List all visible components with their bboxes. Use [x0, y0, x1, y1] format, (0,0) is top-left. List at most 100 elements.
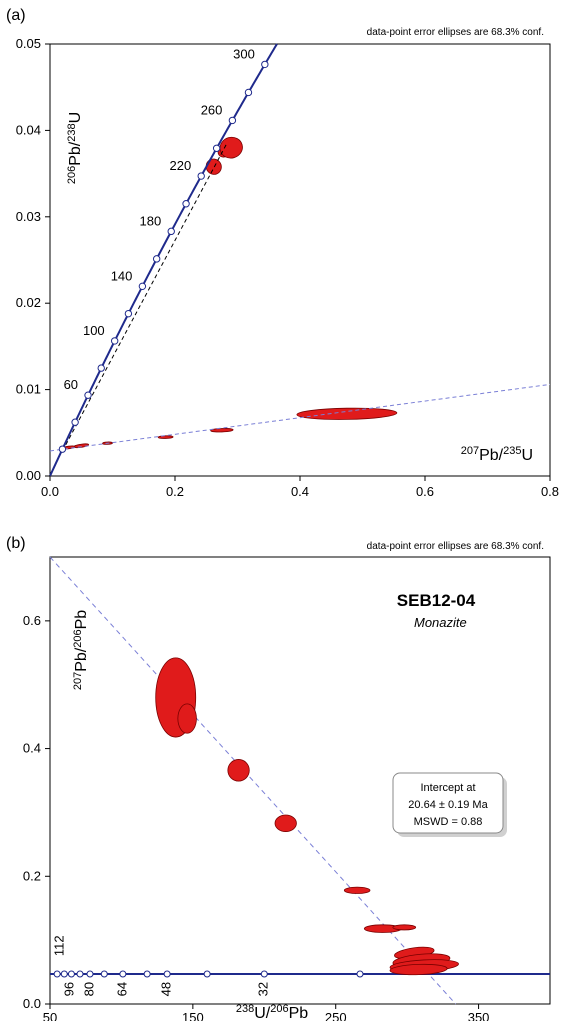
- panel-b-label: (b): [6, 535, 26, 552]
- concordia-age-marker: [182, 200, 190, 208]
- concordia-age-marker: [86, 970, 94, 978]
- concordia-age-marker: [67, 970, 75, 978]
- discordia-line: [49, 383, 551, 452]
- error-ellipse: [177, 703, 197, 734]
- concordia-age-label: 80: [81, 982, 96, 996]
- concordia-age-marker: [76, 970, 84, 978]
- panel-a-x-ticks: 0.0 0.2 0.4 0.6 0.8: [41, 476, 559, 499]
- x-tick-label: 50: [43, 1010, 57, 1021]
- concordia-age-marker: [110, 337, 119, 345]
- error-ellipse: [392, 924, 417, 931]
- concordia-age-marker: [71, 418, 79, 426]
- concordia-age-marker: [212, 144, 221, 152]
- x-tick-label: 350: [468, 1010, 490, 1021]
- intercept-line-1: Intercept at: [420, 782, 475, 794]
- concordia-age-label: 260: [201, 102, 223, 117]
- panel-b-age-markers: [53, 970, 364, 978]
- concordia-age-label: 220: [170, 158, 192, 173]
- intercept-line-3: MSWD = 0.88: [414, 816, 483, 828]
- y-tick-label: 0.02: [16, 295, 41, 310]
- concordia-age-label: 140: [111, 268, 133, 283]
- error-ellipse: [157, 435, 174, 439]
- concordia-age-label: 32: [256, 982, 271, 996]
- concordia-age-label: 100: [83, 323, 105, 338]
- error-ellipse: [227, 759, 250, 782]
- concordia-age-marker: [260, 970, 268, 978]
- concordia-age-label: 180: [140, 213, 162, 228]
- panel-a-label: (a): [6, 7, 26, 24]
- error-ellipse: [219, 136, 243, 159]
- x-tick-label: 250: [325, 1010, 347, 1021]
- y-tick-label: 0.6: [23, 613, 41, 628]
- panel-a: (a) data-point error ellipses are 68.3% …: [6, 7, 559, 499]
- x-tick-label: 0.0: [41, 484, 59, 499]
- concordia-age-marker: [119, 970, 127, 978]
- panel-a-y-ticks: 0.00 0.01 0.02 0.03 0.04 0.05: [16, 36, 50, 483]
- concordia-age-marker: [197, 172, 205, 180]
- panel-a-y-axis-title: 206Pb/238U: [66, 112, 84, 184]
- concordia-age-label: 60: [64, 377, 78, 392]
- y-tick-label: 0.0: [23, 996, 41, 1011]
- concordia-age-label: 112: [51, 935, 66, 956]
- panel-a-x-axis-title: 207Pb/235U: [461, 445, 533, 464]
- x-tick-label: 0.2: [166, 484, 184, 499]
- panel-b-x-axis-title: 238U/206Pb: [236, 1003, 308, 1021]
- y-tick-label: 0.01: [16, 382, 41, 397]
- panel-a-ellipses: [62, 136, 398, 450]
- panel-b: (b) data-point error ellipses are 68.3% …: [6, 535, 551, 1021]
- panel-a-note: data-point error ellipses are 68.3% conf…: [367, 27, 544, 38]
- sample-name: SEB12-04: [397, 591, 476, 610]
- x-tick-label: 0.4: [291, 484, 309, 499]
- concordia-age-label: 96: [61, 982, 76, 996]
- concordia-age-marker: [163, 970, 171, 978]
- concordia-age-marker: [124, 309, 133, 318]
- x-tick-label: 150: [182, 1010, 204, 1021]
- y-tick-label: 0.4: [23, 741, 41, 756]
- y-tick-label: 0.2: [23, 868, 41, 883]
- concordia-age-marker: [53, 970, 61, 978]
- intercept-line-2: 20.64 ± 0.19 Ma: [408, 799, 488, 811]
- x-tick-label: 0.8: [541, 484, 559, 499]
- error-ellipse: [343, 886, 371, 894]
- concordia-age-marker: [167, 227, 175, 236]
- intercept-box-frame: [392, 772, 504, 834]
- concordia-age-marker: [100, 970, 108, 978]
- discordia-line: [49, 556, 457, 1005]
- panel-b-note: data-point error ellipses are 68.3% conf…: [367, 541, 544, 552]
- concordia-age-marker: [58, 445, 67, 453]
- panel-b-y-axis-title: 207Pb/206Pb: [72, 610, 90, 690]
- concordia-age-marker: [203, 970, 211, 978]
- concordia-age-label: 300: [233, 46, 255, 61]
- concordia-age-marker: [261, 60, 269, 69]
- concordia-age-marker: [356, 970, 364, 978]
- y-tick-label: 0.00: [16, 468, 41, 483]
- concordia-age-label: 64: [114, 982, 129, 996]
- reference-line: [62, 143, 228, 452]
- concordia-age-label: 48: [159, 982, 174, 996]
- concordia-age-marker: [60, 970, 68, 978]
- panel-b-x-ticks: 50 150 250 350: [43, 1004, 490, 1021]
- panel-b-y-ticks: 0.0 0.2 0.4 0.6: [23, 613, 50, 1011]
- concordia-age-marker: [244, 88, 253, 97]
- panel-a-age-labels: 60 100 140 180 220 260 300: [64, 46, 255, 392]
- y-tick-label: 0.05: [16, 36, 41, 51]
- error-ellipse: [274, 814, 297, 832]
- x-tick-label: 0.6: [416, 484, 434, 499]
- concordia-age-marker: [143, 970, 151, 978]
- error-ellipse: [296, 407, 398, 420]
- concordia-age-marker: [84, 391, 92, 399]
- error-ellipse: [210, 428, 234, 433]
- intercept-box: Intercept at 20.64 ± 0.19 Ma MSWD = 0.88: [392, 772, 507, 837]
- concordia-age-marker: [97, 364, 105, 372]
- y-tick-label: 0.04: [16, 122, 41, 137]
- error-ellipse: [389, 963, 448, 976]
- concordia-age-marker: [138, 282, 147, 291]
- panel-b-ellipses: [155, 657, 459, 976]
- panel-b-lines: [49, 556, 550, 1005]
- mineral-name: Monazite: [414, 615, 467, 630]
- panel-a-age-markers: [58, 60, 269, 453]
- y-tick-label: 0.03: [16, 209, 41, 224]
- concordia-age-marker: [152, 255, 161, 263]
- panel-b-age-labels: 112 96 80 64 48 32: [51, 935, 270, 996]
